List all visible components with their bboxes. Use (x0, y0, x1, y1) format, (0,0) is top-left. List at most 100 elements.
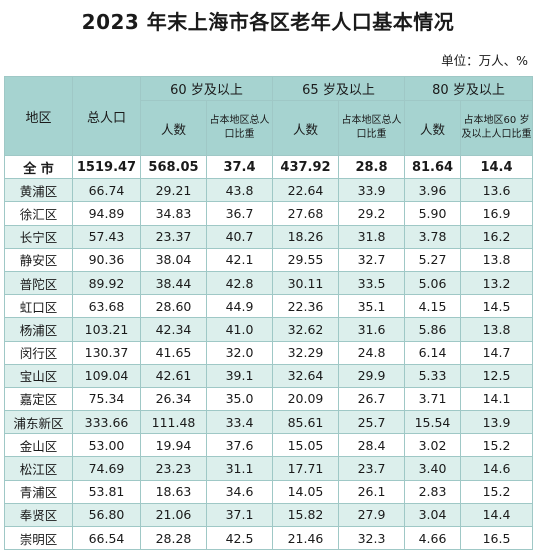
table-row: 嘉定区 75.34 26.34 35.0 20.09 26.7 3.71 14.1 (4, 386, 533, 412)
cell-ratio-65: 31.6 (338, 317, 405, 342)
cell-count-60: 19.94 (140, 433, 207, 458)
cell-count-60: 38.04 (140, 247, 207, 272)
cell-count-60: 18.63 (140, 479, 207, 504)
header-district: 地区 (4, 76, 73, 156)
cell-ratio-80: 14.4 (460, 502, 533, 528)
cell-district: 嘉定区 (4, 386, 73, 412)
cell-ratio-60: 39.1 (206, 363, 273, 388)
cell-ratio-80: 13.9 (460, 410, 533, 435)
cell-count-80: 5.27 (404, 247, 461, 272)
cell-count-65: 22.36 (272, 294, 339, 319)
table-row: 浦东新区 333.66 111.48 33.4 85.61 25.7 15.54 13.9 (4, 410, 533, 435)
cell-count-60: 41.65 (140, 340, 207, 365)
cell-count-60: 34.83 (140, 201, 207, 226)
cell-ratio-80: 14.7 (460, 340, 533, 365)
table-row-total: 全 市 1519.47 568.05 37.4 437.92 28.8 81.6… (4, 154, 533, 180)
cell-count-60: 111.48 (140, 410, 207, 435)
cell-count-80: 4.15 (404, 294, 461, 319)
cell-count-60: 26.34 (140, 386, 207, 412)
cell-ratio-60: 40.7 (206, 224, 273, 249)
cell-district: 宝山区 (4, 363, 73, 388)
cell-ratio-80: 16.9 (460, 201, 533, 226)
cell-count-60: 21.06 (140, 502, 207, 528)
header-ratio-60: 占本地区总人口比重 (206, 100, 273, 156)
cell-count-80: 15.54 (404, 410, 461, 435)
cell-count-65: 14.05 (272, 479, 339, 504)
cell-count-80: 3.78 (404, 224, 461, 249)
table-row: 金山区 53.00 19.94 37.6 15.05 28.4 3.02 15.2 (4, 433, 533, 458)
table-row: 青浦区 53.81 18.63 34.6 14.05 26.1 2.83 15.2 (4, 479, 533, 504)
cell-ratio-65: 23.7 (338, 456, 405, 481)
cell-ratio-60: 43.8 (206, 178, 273, 203)
cell-ratio-80: 14.6 (460, 456, 533, 481)
cell-ratio-65: 32.3 (338, 525, 405, 551)
cell-count-65: 85.61 (272, 410, 339, 435)
cell-district: 静安区 (4, 247, 73, 272)
unit-note: 单位：万人、% (441, 53, 528, 68)
cell-ratio-60: 37.4 (206, 154, 273, 180)
table-row: 徐汇区 94.89 34.83 36.7 27.68 29.2 5.90 16.9 (4, 201, 533, 226)
cell-total-population: 333.66 (72, 410, 141, 435)
header-count-60: 人数 (140, 100, 207, 156)
cell-ratio-80: 15.2 (460, 433, 533, 458)
cell-district: 青浦区 (4, 479, 73, 504)
cell-district: 金山区 (4, 433, 73, 458)
cell-count-80: 5.33 (404, 363, 461, 388)
cell-district: 全 市 (4, 154, 73, 180)
cell-count-80: 3.96 (404, 178, 461, 203)
cell-count-65: 22.64 (272, 178, 339, 203)
cell-district: 闵行区 (4, 340, 73, 365)
cell-district: 长宁区 (4, 224, 73, 249)
table-row: 静安区 90.36 38.04 42.1 29.55 32.7 5.27 13.8 (4, 247, 533, 272)
cell-ratio-80: 16.2 (460, 224, 533, 249)
cell-count-80: 2.83 (404, 479, 461, 504)
cell-ratio-80: 14.5 (460, 294, 533, 319)
cell-ratio-60: 41.0 (206, 317, 273, 342)
cell-count-65: 18.26 (272, 224, 339, 249)
cell-district: 松江区 (4, 456, 73, 481)
cell-ratio-80: 13.2 (460, 270, 533, 296)
cell-ratio-60: 34.6 (206, 479, 273, 504)
cell-district: 虹口区 (4, 294, 73, 319)
cell-ratio-65: 32.7 (338, 247, 405, 272)
cell-ratio-60: 31.1 (206, 456, 273, 481)
cell-count-65: 20.09 (272, 386, 339, 412)
page-title: 2023 年末上海市各区老年人口基本情况 (81, 10, 455, 34)
cell-count-65: 21.46 (272, 525, 339, 551)
cell-district: 普陀区 (4, 270, 73, 296)
cell-count-80: 81.64 (404, 154, 461, 180)
cell-count-65: 32.29 (272, 340, 339, 365)
cell-ratio-80: 14.4 (460, 154, 533, 180)
cell-count-65: 17.71 (272, 456, 339, 481)
cell-total-population: 63.68 (72, 294, 141, 319)
cell-ratio-60: 35.0 (206, 386, 273, 412)
cell-ratio-65: 29.9 (338, 363, 405, 388)
cell-ratio-65: 26.1 (338, 479, 405, 504)
cell-ratio-65: 33.5 (338, 270, 405, 296)
cell-count-60: 29.21 (140, 178, 207, 203)
cell-ratio-80: 13.6 (460, 178, 533, 203)
cell-ratio-65: 35.1 (338, 294, 405, 319)
cell-ratio-60: 42.8 (206, 270, 273, 296)
cell-ratio-65: 28.8 (338, 154, 405, 180)
cell-count-65: 32.62 (272, 317, 339, 342)
table-row: 杨浦区 103.21 42.34 41.0 32.62 31.6 5.86 13.8 (4, 317, 533, 342)
cell-ratio-60: 42.1 (206, 247, 273, 272)
header-group-80: 80 岁及以上 (404, 76, 533, 101)
cell-ratio-60: 33.4 (206, 410, 273, 435)
header-ratio-80: 占本地区60 岁及以上人口比重 (460, 100, 533, 156)
cell-ratio-65: 29.2 (338, 201, 405, 226)
table-row: 奉贤区 56.80 21.06 37.1 15.82 27.9 3.04 14.4 (4, 502, 533, 528)
cell-ratio-60: 37.6 (206, 433, 273, 458)
header-count-80: 人数 (404, 100, 461, 156)
cell-count-60: 568.05 (140, 154, 207, 180)
cell-count-60: 28.60 (140, 294, 207, 319)
cell-ratio-80: 15.2 (460, 479, 533, 504)
cell-count-65: 32.64 (272, 363, 339, 388)
cell-ratio-65: 31.8 (338, 224, 405, 249)
table-row: 长宁区 57.43 23.37 40.7 18.26 31.8 3.78 16.2 (4, 224, 533, 249)
table-body: 全 市 1519.47 568.05 37.4 437.92 28.8 81.6… (4, 154, 533, 551)
elderly-population-table: 地区 总人口 60 岁及以上 65 岁及以上 80 岁及以上 人数 占本地区总人… (4, 76, 533, 551)
cell-total-population: 57.43 (72, 224, 141, 249)
cell-count-60: 28.28 (140, 525, 207, 551)
